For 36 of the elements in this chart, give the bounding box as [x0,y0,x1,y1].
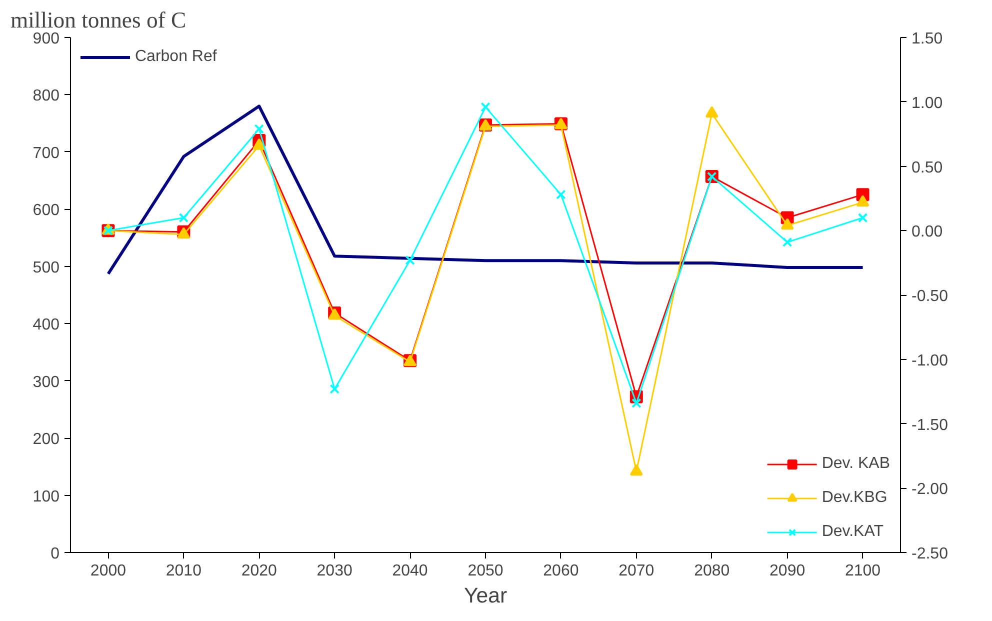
x-tick-label: 2050 [468,562,504,580]
y2-tick-label: 0.00 [912,224,943,241]
y-tick-label: 900 [32,30,60,48]
x-tick-label: 2070 [618,562,654,580]
y2-tick-label: 1.50 [912,30,943,48]
legend-label: Dev. KAB [822,455,890,473]
x-tick-label: 2040 [392,562,428,580]
y-tick-label: 200 [32,431,60,448]
y2-tick-label: 1.00 [912,94,943,112]
y2-tick-label: 0.50 [912,159,943,176]
y2-tick-label: -1.00 [912,352,948,370]
legend-label: Dev.KBG [822,489,888,507]
y2-tick-label: -1.50 [912,416,948,434]
y-tick-label: 700 [32,144,60,162]
x-axis-title: Year [464,584,508,608]
x-tick-label: 2010 [166,562,202,580]
y2-tick-label: -2.50 [912,546,948,562]
legend-label: Dev.KAT [822,523,884,541]
y-tick-label: 100 [32,488,60,506]
y-tick-label: 600 [32,202,60,220]
y-tick-label: 300 [32,374,60,391]
y-tick-label: 800 [32,88,60,105]
x-tick-label: 2060 [543,562,579,580]
y-tick-label: 500 [32,259,60,276]
x-tick-label: 2000 [90,562,126,580]
x-tick-label: 2080 [694,562,730,580]
legend-label: Carbon Ref [135,48,217,66]
y-tick-label: 0 [50,546,60,562]
y2-tick-label: -0.50 [912,288,948,305]
x-tick-label: 2100 [844,562,881,580]
x-tick-label: 2020 [241,562,278,580]
x-tick-label: 2090 [770,562,806,580]
x-tick-label: 2030 [316,562,352,580]
y2-tick-label: -2.00 [912,481,948,498]
y-tick-label: 400 [32,316,60,334]
y-axis-title: million tonnes of C [10,8,186,32]
